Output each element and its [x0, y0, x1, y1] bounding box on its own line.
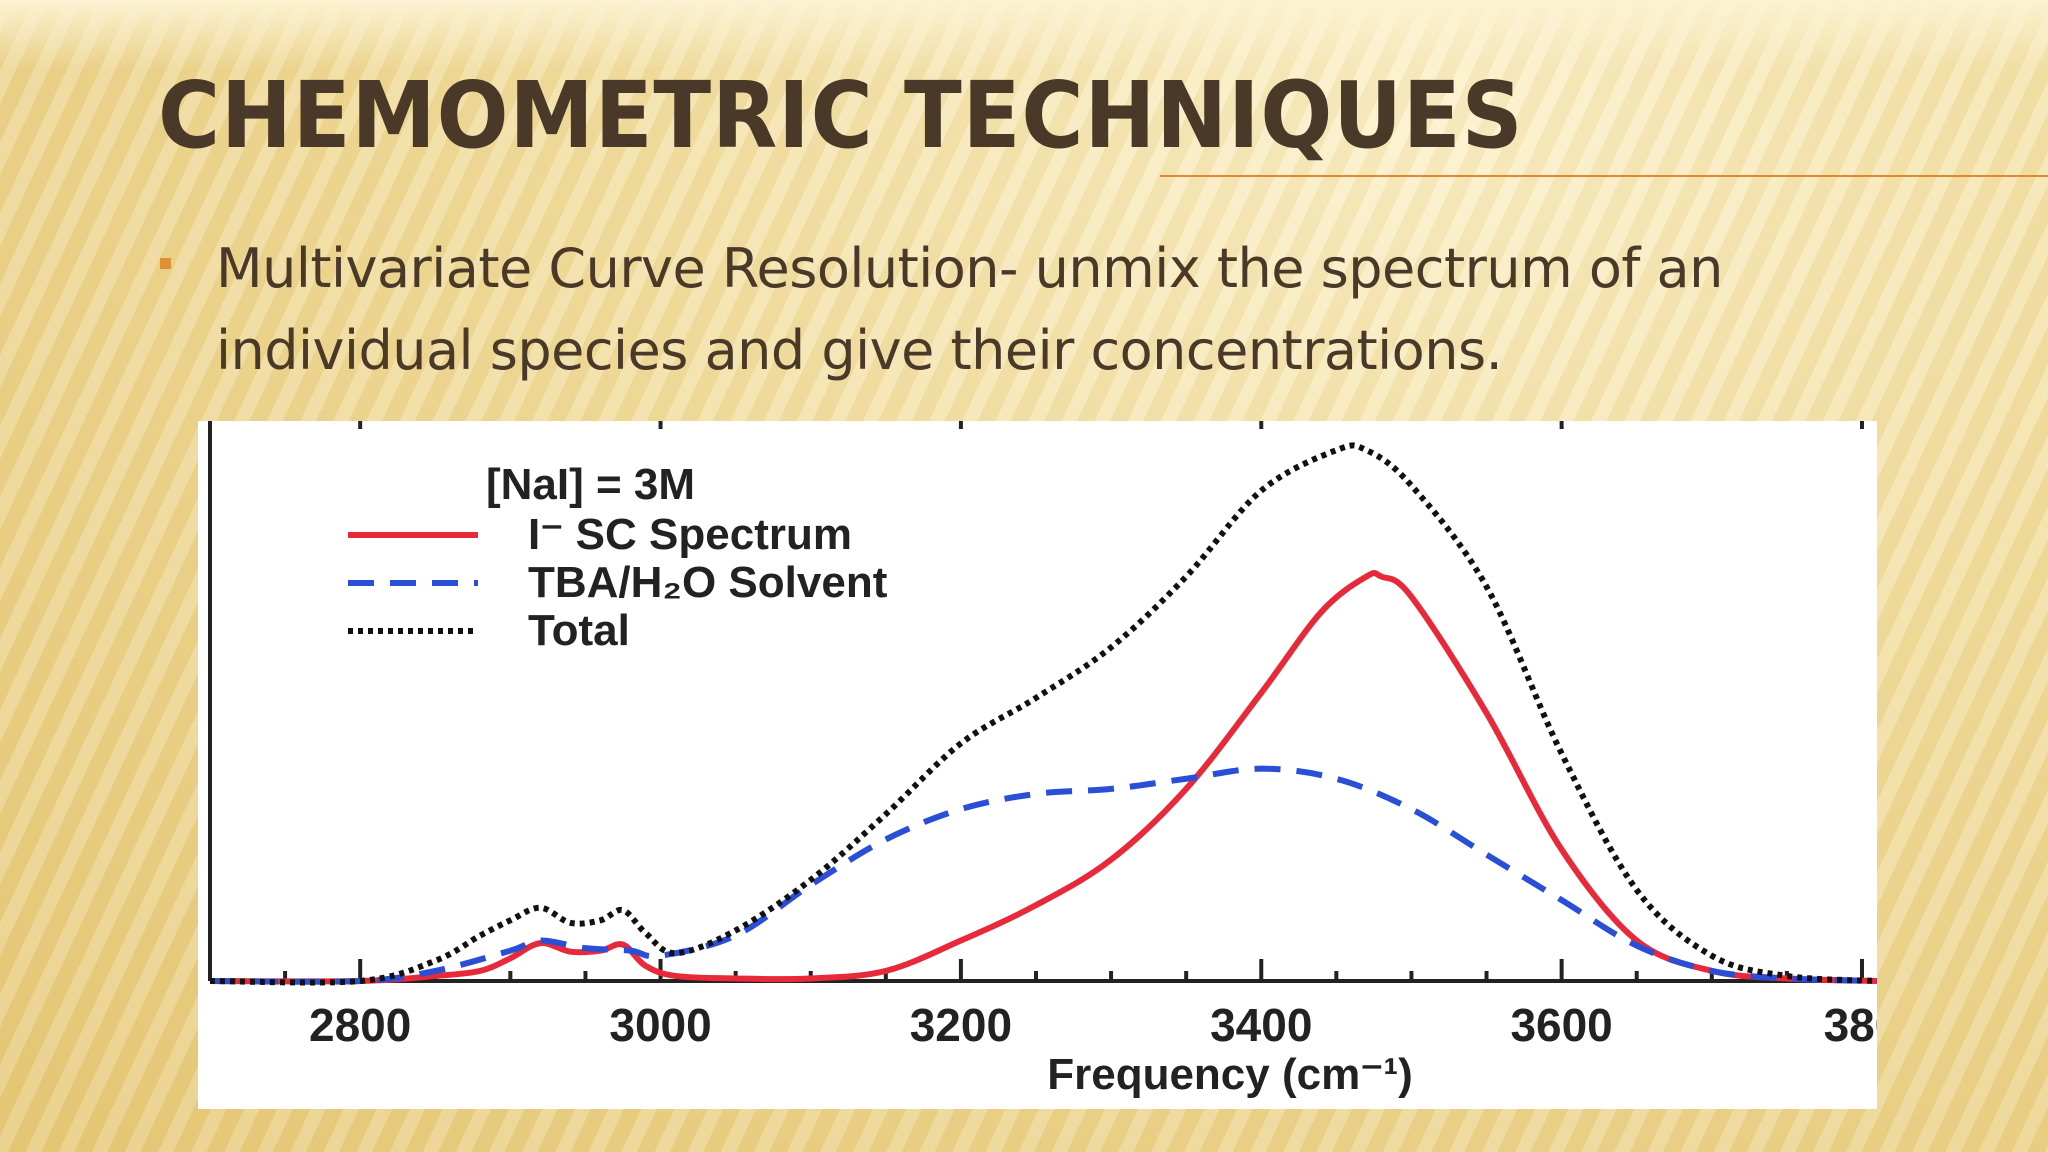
- bullet-marker-icon: [160, 258, 171, 269]
- series-line-2: [209, 442, 1877, 986]
- bullet-item: Multivariate Curve Resolution- unmix the…: [156, 228, 1916, 392]
- title-underline: [1160, 175, 2048, 177]
- legend-label-2: Total: [528, 606, 630, 655]
- legend-label-1: TBA/H₂O Solvent: [528, 558, 888, 607]
- series-layer: [209, 442, 1877, 986]
- concentration-annotation: [NaI] = 3M: [486, 460, 695, 509]
- legend-label-0: I⁻ SC Spectrum: [528, 510, 852, 559]
- x-tick-label: 2800: [309, 999, 411, 1051]
- axes: 2800 3000 3200 3400 3600 380: [208, 421, 1877, 1051]
- series-line-1: [209, 765, 1877, 985]
- x-tick-label: 3200: [910, 999, 1012, 1051]
- chart-panel: 2800 3000 3200 3400 3600 380 [NaI] = 3M Frequ…: [198, 421, 1877, 1109]
- x-tick-label: 380: [1824, 999, 1877, 1051]
- x-tick-label: 3600: [1510, 999, 1612, 1051]
- x-tick-label: 3400: [1210, 999, 1312, 1051]
- spectrum-chart: 2800 3000 3200 3400 3600 380 [NaI] = 3M Frequ…: [208, 421, 1877, 1099]
- x-axis-label: Frequency (cm⁻¹): [1047, 1050, 1413, 1099]
- slide-title: CHEMOMETRIC TECHNIQUES: [158, 62, 1524, 169]
- series-line-0: [209, 570, 1877, 985]
- x-tick-label: 3000: [609, 999, 711, 1051]
- top-fade: [0, 0, 2048, 70]
- bullet-text: Multivariate Curve Resolution- unmix the…: [216, 237, 1723, 382]
- labels-layer: [NaI] = 3M Frequency (cm⁻¹): [486, 460, 1413, 1099]
